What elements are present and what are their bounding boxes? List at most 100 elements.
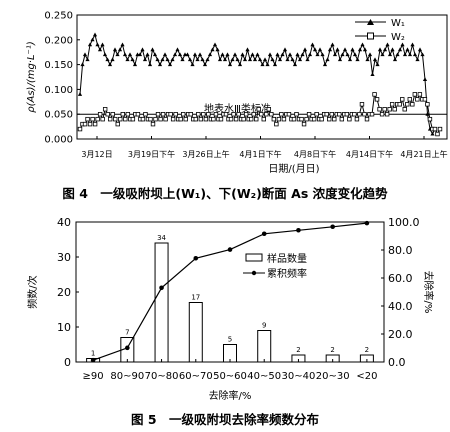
w2-point	[269, 112, 274, 117]
w1-point	[87, 42, 93, 47]
w1-point	[292, 62, 298, 67]
w2-point	[299, 116, 304, 122]
category-label: 20~30	[316, 371, 350, 382]
w2-point	[402, 107, 407, 112]
w2-point	[201, 112, 206, 117]
w2-point	[243, 112, 249, 117]
legend-w1-label: W₁	[391, 18, 405, 29]
w1-point	[275, 52, 280, 57]
category-label: 70~80	[145, 371, 179, 382]
w2-point	[160, 112, 166, 117]
w1-point	[422, 77, 428, 81]
w2-point	[410, 102, 415, 107]
w1-point	[137, 52, 143, 57]
cumulative-point	[227, 247, 233, 252]
w1-point	[210, 47, 215, 52]
w1-point	[217, 57, 223, 62]
w1-point	[127, 52, 133, 57]
w1-point	[370, 72, 375, 77]
w1-point	[382, 47, 388, 52]
chart2-left-y-label: 频数/次	[26, 275, 39, 308]
w1-point	[170, 57, 175, 62]
w2-point	[291, 116, 297, 122]
w1-point	[285, 57, 290, 62]
w2-point	[77, 126, 83, 132]
w1-point	[302, 47, 308, 52]
w1-point	[305, 57, 310, 62]
w2-point	[264, 112, 269, 117]
w2-point	[304, 116, 309, 122]
w2-point	[362, 112, 367, 117]
w1-point	[405, 47, 410, 52]
bar-value-label: 34	[157, 234, 166, 242]
w2-point	[415, 97, 420, 102]
w1-point	[150, 47, 155, 52]
w2-point	[181, 112, 186, 117]
w2-point	[306, 112, 312, 117]
w2-point	[241, 116, 246, 122]
w1-point	[425, 111, 430, 116]
w1-point	[187, 57, 193, 62]
w1-point	[140, 47, 145, 52]
w1-point	[350, 47, 355, 52]
chart1-x-tick-label: 3月19日下午	[128, 149, 175, 159]
w1-point	[227, 62, 233, 67]
w2-point	[236, 112, 241, 117]
chart1-x-tick-label: 3月26日上午	[182, 149, 229, 159]
w2-point	[198, 116, 204, 122]
w1-point	[395, 52, 400, 57]
w2-point	[203, 116, 209, 122]
w2-point	[150, 121, 156, 127]
chart1-legend: W₁ W₂	[355, 18, 405, 43]
w2-point	[319, 116, 324, 122]
w1-point	[375, 62, 380, 67]
w2-point	[324, 112, 329, 117]
chart2-x-axis-label: 去除率/%	[209, 389, 252, 402]
cumulative-point	[90, 357, 96, 363]
w1-point	[177, 52, 183, 57]
chart2-legend: 样品数量 累积频率	[243, 252, 307, 280]
w1-point	[147, 62, 153, 67]
category-label: 30~40	[282, 371, 316, 382]
w1-point	[180, 57, 185, 62]
w2-point	[120, 112, 125, 117]
w2-point	[377, 107, 382, 112]
cumulative-point	[159, 285, 164, 291]
w1-point	[242, 57, 248, 62]
w1-point	[377, 47, 383, 52]
w1-point	[267, 52, 273, 57]
w1-point	[310, 42, 315, 47]
w1-point	[307, 52, 313, 57]
w1-point	[315, 52, 320, 57]
chart1-x-tick-label: 4月21日上午	[400, 149, 447, 159]
bar-value-label: 17	[191, 294, 200, 302]
w2-point	[183, 116, 188, 122]
cumulative-point	[330, 224, 335, 230]
w1-point	[250, 52, 255, 57]
chart2-right-tick-label: 100.0	[388, 216, 420, 229]
w2-point	[218, 116, 224, 122]
w1-point	[207, 52, 213, 57]
w2-point	[170, 116, 176, 122]
w1-point	[220, 52, 225, 57]
w1-point	[287, 52, 293, 57]
cumulative-point	[125, 345, 130, 351]
w1-point	[362, 47, 368, 52]
w2-point	[251, 112, 256, 117]
w1-point	[105, 57, 110, 62]
w2-point	[193, 116, 199, 122]
histogram-bar	[188, 302, 203, 363]
w2-point	[352, 112, 357, 117]
chart1-series	[77, 32, 443, 137]
w2-point	[354, 116, 360, 122]
w2-point	[432, 126, 438, 132]
cumulative-point	[296, 227, 301, 233]
w2-point	[344, 112, 350, 117]
w1-point	[337, 57, 343, 62]
w1-point	[230, 57, 235, 62]
w1-point	[277, 57, 283, 62]
w1-point	[430, 131, 435, 136]
w2-point	[148, 116, 153, 122]
bar-value-label: 2	[330, 346, 334, 354]
w2-point	[188, 112, 193, 117]
